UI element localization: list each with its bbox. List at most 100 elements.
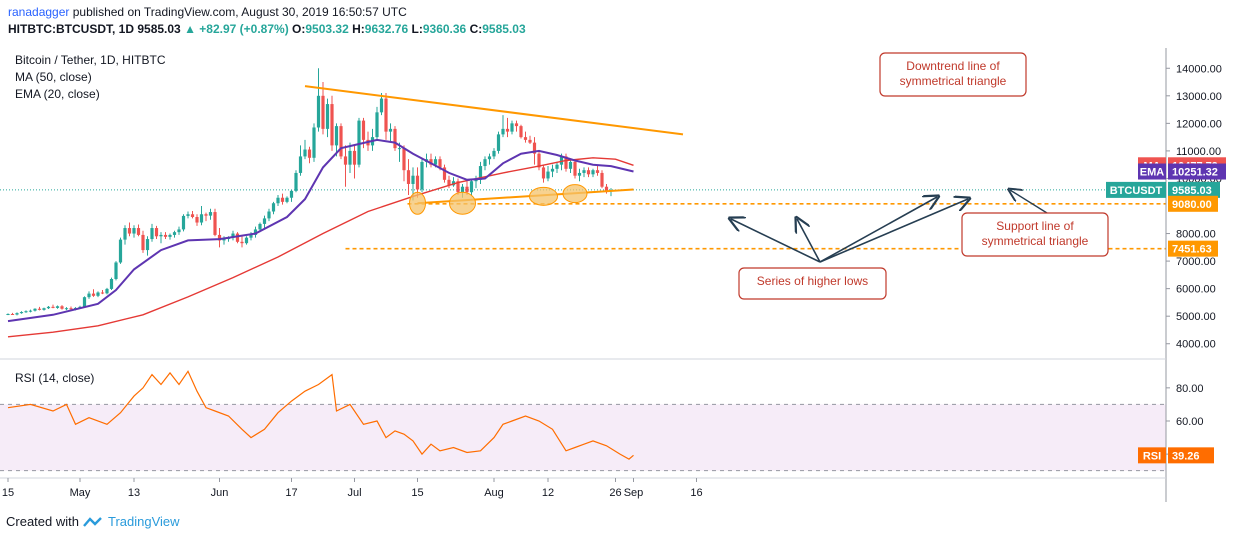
ticker-tag-text: BTCUSDT xyxy=(1110,185,1163,197)
legend-ma[interactable]: MA (50, close) xyxy=(15,70,92,84)
candle-body xyxy=(420,161,424,190)
symbol: HITBTC:BTCUSDT, 1D xyxy=(8,22,134,36)
candle-body xyxy=(118,239,123,263)
candle-body xyxy=(127,228,132,234)
time-tick-label: May xyxy=(70,487,91,499)
time-tick-label: 12 xyxy=(542,487,554,499)
level-7451.63-badge xyxy=(1168,240,1218,257)
candle-body xyxy=(357,120,361,165)
created-with-text: Created with xyxy=(6,514,79,529)
candle-body xyxy=(532,142,537,154)
legend-ema[interactable]: EMA (20, close) xyxy=(15,87,100,101)
candle-body xyxy=(159,234,163,237)
ma50-line xyxy=(7,157,634,338)
time-tick-label: 15 xyxy=(2,487,14,499)
high-label: H: xyxy=(352,22,365,36)
candle-body xyxy=(528,139,532,143)
candle-body xyxy=(415,175,420,190)
higher-low-marker xyxy=(562,184,588,204)
candle-body xyxy=(492,150,496,157)
time-tick-label: 13 xyxy=(128,487,140,499)
candle-body xyxy=(60,306,64,309)
candle-body xyxy=(213,212,217,235)
candle-body xyxy=(555,164,559,169)
time-tick-label: 15 xyxy=(411,487,423,499)
support-annotation-box xyxy=(961,212,1109,257)
candle-body xyxy=(150,228,154,240)
ema-value-badge xyxy=(1168,163,1226,180)
level-9080.00-badge-text: 9080.00 xyxy=(1172,199,1212,211)
candle-body xyxy=(559,156,564,165)
candle-body xyxy=(37,308,42,310)
candle-body xyxy=(433,159,438,165)
candle-body xyxy=(564,156,568,169)
candle-body xyxy=(280,197,285,202)
candle-body xyxy=(6,313,10,315)
higher-low-marker xyxy=(529,186,558,206)
high-value: 9632.76 xyxy=(364,22,409,36)
candle-body xyxy=(514,123,519,127)
rsi-band xyxy=(0,404,1166,471)
ema20-line xyxy=(7,138,634,323)
higher-low-marker xyxy=(409,191,426,215)
higher-low-arrow xyxy=(819,197,937,263)
ema-value-badge-text: 10251.32 xyxy=(1172,167,1218,179)
tradingview-logo-icon xyxy=(82,516,105,531)
candle-body xyxy=(204,214,208,216)
candle-body xyxy=(82,297,87,307)
candle-body xyxy=(244,237,249,244)
candle-body xyxy=(316,95,321,128)
higher-low-arrow xyxy=(797,219,821,263)
ema-tag xyxy=(1138,163,1166,180)
price-tick-label: 13000.00 xyxy=(1176,91,1222,103)
candle-body xyxy=(474,179,478,182)
rsi-tag xyxy=(1138,447,1166,464)
candle-body xyxy=(208,212,213,216)
candle-body xyxy=(285,197,289,202)
candle-body xyxy=(586,170,591,175)
ema-tag-text: EMA xyxy=(1140,167,1165,179)
candle-body xyxy=(267,211,271,219)
candle-body xyxy=(438,159,442,168)
price-pane xyxy=(0,68,1166,338)
candle-body xyxy=(307,149,312,158)
higher-low-arrow xyxy=(731,219,821,263)
candle-body xyxy=(258,223,262,230)
author-link[interactable]: ranadagger xyxy=(8,5,70,19)
candle-body xyxy=(411,175,415,184)
candle-body xyxy=(568,161,573,169)
candle-body xyxy=(393,128,397,149)
tradingview-brand[interactable]: TradingView xyxy=(108,514,180,529)
candle-body xyxy=(348,150,352,165)
candle-body xyxy=(325,104,330,129)
candle-body xyxy=(541,167,546,179)
downtrend-annotation-box xyxy=(879,52,1027,97)
candle-body xyxy=(334,126,339,146)
footer: Created with TradingView xyxy=(6,514,180,531)
ohlc-line: HITBTC:BTCUSDT, 1D 9585.03 ▲ +82.97 (+0.… xyxy=(8,22,526,36)
downtrend-annotation-text: Downtrend line of xyxy=(906,59,1000,73)
candle-body xyxy=(123,228,127,240)
candle-body xyxy=(10,313,15,315)
price-tick-label: 7000.00 xyxy=(1176,256,1216,268)
time-tick-label: Jul xyxy=(347,487,361,499)
candle-body xyxy=(168,234,172,237)
price-tick-label: 5000.00 xyxy=(1176,311,1216,323)
publish-header: ranadagger published on TradingView.com,… xyxy=(8,5,407,19)
candle-body xyxy=(163,234,168,237)
higher-lows-annotation-text: Series of higher lows xyxy=(757,274,868,288)
candle-body xyxy=(429,159,433,165)
legend-title[interactable]: Bitcoin / Tether, 1D, HITBTC xyxy=(15,53,166,67)
candle-body xyxy=(69,308,73,310)
candle-body xyxy=(487,156,492,160)
candle-body xyxy=(375,112,379,138)
change-value: ▲ +82.97 (+0.87%) xyxy=(184,22,289,36)
rsi-legend[interactable]: RSI (14, close) xyxy=(15,371,95,385)
candle-body xyxy=(231,233,235,238)
candle-body xyxy=(46,306,51,309)
level-7451.63-badge-text: 7451.63 xyxy=(1172,244,1212,256)
downtrend-annotation-text: symmetrical triangle xyxy=(900,74,1007,88)
candle-body xyxy=(312,127,316,158)
candle-body xyxy=(249,234,253,238)
